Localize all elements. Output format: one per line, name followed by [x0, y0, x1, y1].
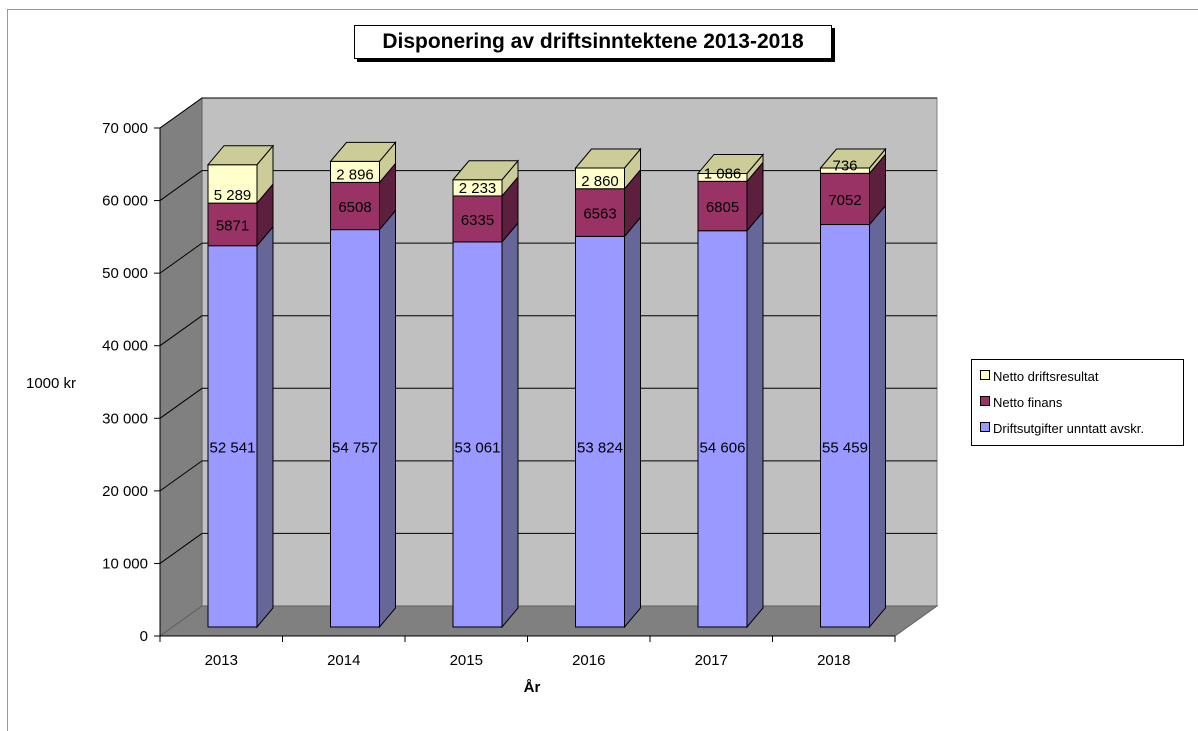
gridlines — [159, 97, 937, 564]
legend-item-netto-driftsresultat: Netto driftsresultat — [980, 369, 1099, 385]
legend-swatch-driftsutgifter — [980, 422, 990, 432]
x-tick-label: 2016 — [572, 652, 605, 669]
legend-item-netto-finans: Netto finans — [980, 395, 1062, 411]
side-wall — [159, 97, 203, 637]
gridline-side — [159, 97, 203, 129]
y-tick-label: 40 000 — [102, 338, 148, 355]
legend-label-netto-finans: Netto finans — [993, 395, 1063, 410]
data-label-netto-finans-2015: 6335 — [461, 212, 494, 229]
gridline-side — [159, 460, 203, 492]
x-tick-label: 2018 — [817, 652, 850, 669]
data-label-driftsutgifter-unntatt-avskr-2016: 53 824 — [577, 439, 623, 456]
data-label-netto-driftsresultat-2013: 5 289 — [214, 187, 252, 204]
bar-front-netto-finans-2016 — [575, 188, 625, 237]
data-label-netto-finans-2014: 6508 — [338, 199, 371, 216]
chart-frame — [7, 9, 1198, 731]
y-axis-title: 1000 kr — [26, 375, 76, 392]
data-label-netto-driftsresultat-2018: 736 — [832, 157, 857, 174]
data-label-netto-finans-2017: 6805 — [706, 199, 739, 216]
bar-front-netto-finans-2015 — [452, 195, 503, 243]
bar-front-driftsutgifter-unntatt-avskr-2017 — [697, 230, 748, 628]
y-tick-label: 0 — [140, 628, 148, 645]
gridline-side — [159, 533, 203, 564]
data-label-netto-driftsresultat-2015: 2 233 — [459, 180, 497, 197]
y-tick-label: 70 000 — [102, 120, 148, 137]
x-axis-title: År — [524, 679, 541, 696]
x-tick-label: 2014 — [327, 652, 360, 669]
y-tick-label: 60 000 — [102, 193, 148, 210]
bar-side-driftsutgifter-unntatt-avskr-2014 — [379, 209, 396, 629]
data-label-netto-driftsresultat-2016: 2 860 — [581, 173, 619, 190]
legend-label-netto-driftsresultat: Netto driftsresultat — [993, 369, 1099, 384]
bar-side-driftsutgifter-unntatt-avskr-2018 — [869, 204, 886, 629]
bar-side-driftsutgifter-unntatt-avskr-2013 — [256, 225, 274, 629]
data-label-netto-finans-2013: 5871 — [216, 217, 249, 234]
bar-side-driftsutgifter-unntatt-avskr-2016 — [624, 216, 641, 629]
legend-swatch-netto-finans — [980, 396, 990, 406]
bar-top-netto-driftsresultat-2014 — [329, 141, 397, 162]
data-label-driftsutgifter-unntatt-avskr-2018: 55 459 — [822, 439, 868, 456]
bar-front-driftsutgifter-unntatt-avskr-2013 — [207, 245, 258, 628]
bar-front-driftsutgifter-unntatt-avskr-2018 — [820, 224, 870, 628]
data-labels: 52 541 5871 5 289 54 757 6508 2 896 53 061 6335… — [210, 157, 868, 456]
bar-front-netto-finans-2017 — [697, 180, 748, 232]
legend: Netto driftsresultat Netto finans Drifts… — [971, 359, 1184, 446]
bar-side-driftsutgifter-unntatt-avskr-2017 — [746, 210, 764, 629]
bar-front-netto-finans-2013 — [207, 202, 258, 247]
bar-front-netto-driftsresultat-2013 — [207, 164, 258, 204]
bar-top-netto-driftsresultat-2018 — [819, 148, 887, 169]
bar-top-netto-driftsresultat-2015 — [451, 160, 520, 181]
legend-label-driftsutgifter: Driftsutgifter unntatt avskr. — [993, 421, 1145, 436]
y-tick-label: 20 000 — [102, 483, 148, 500]
x-tick-label: 2017 — [695, 652, 728, 669]
bars — [206, 141, 887, 629]
legend-swatch-netto-driftsresultat — [980, 370, 990, 380]
data-label-driftsutgifter-unntatt-avskr-2013: 52 541 — [210, 439, 256, 456]
data-label-netto-finans-2016: 6563 — [583, 206, 616, 223]
bar-side-driftsutgifter-unntatt-avskr-2015 — [501, 221, 519, 629]
bar-top-netto-driftsresultat-2013 — [206, 145, 275, 166]
x-tick-label: 2015 — [450, 652, 483, 669]
data-label-driftsutgifter-unntatt-avskr-2015: 53 061 — [455, 439, 501, 456]
chart-title: Disponering av driftsinntektene 2013-201… — [354, 25, 832, 59]
bar-top-netto-driftsresultat-2017 — [696, 153, 765, 174]
axes: 0 10 000 20 000 30 000 40 000 50 000 60 000 70 … — [26, 120, 896, 696]
y-tick-label: 30 000 — [102, 410, 148, 427]
data-label-netto-driftsresultat-2014: 2 896 — [336, 166, 374, 183]
gridline-side — [159, 315, 203, 347]
gridline-side — [159, 170, 203, 201]
data-label-driftsutgifter-unntatt-avskr-2017: 54 606 — [700, 439, 746, 456]
legend-item-driftsutgifter: Driftsutgifter unntatt avskr. — [980, 421, 1144, 437]
y-tick-label: 10 000 — [102, 555, 148, 572]
bar-front-driftsutgifter-unntatt-avskr-2015 — [452, 241, 503, 628]
bar-front-driftsutgifter-unntatt-avskr-2016 — [575, 235, 625, 628]
gridline-side — [159, 387, 203, 419]
x-tick-label: 2013 — [205, 652, 238, 669]
bar-front-driftsutgifter-unntatt-avskr-2014 — [330, 229, 380, 628]
data-label-driftsutgifter-unntatt-avskr-2014: 54 757 — [332, 439, 378, 456]
gridline-side — [159, 242, 203, 274]
data-label-netto-driftsresultat-2017: 1 086 — [704, 165, 742, 182]
y-tick-label: 50 000 — [102, 265, 148, 282]
bar-top-netto-driftsresultat-2016 — [574, 148, 642, 169]
data-label-netto-finans-2018: 7052 — [828, 192, 861, 209]
